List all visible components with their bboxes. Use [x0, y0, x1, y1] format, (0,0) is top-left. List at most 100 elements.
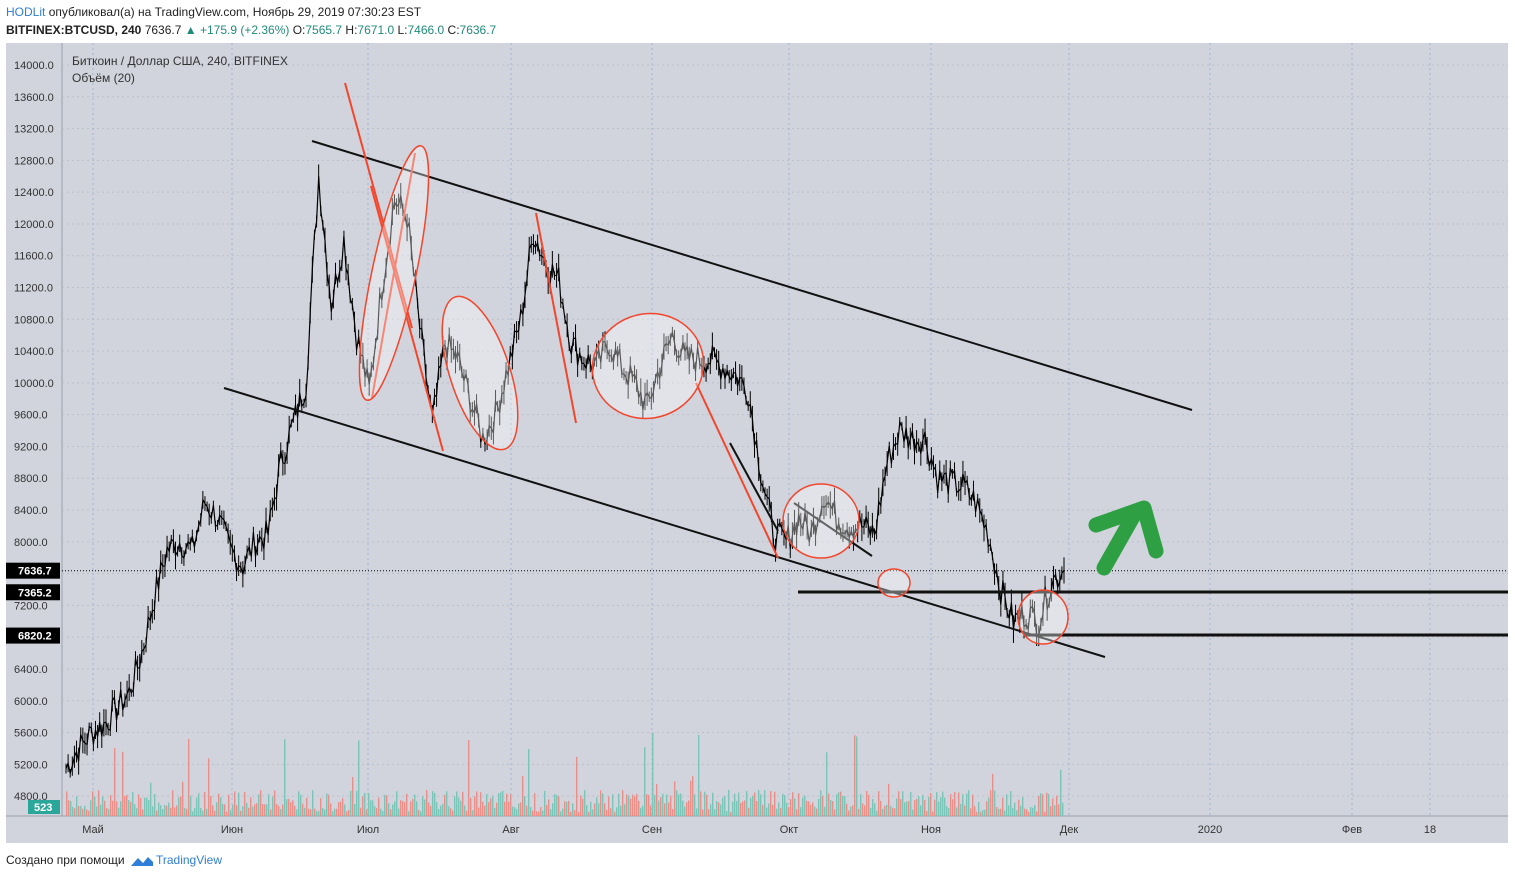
volume-bar: [444, 794, 446, 816]
volume-bar: [98, 790, 100, 816]
volume-bar: [892, 807, 894, 816]
volume-bar: [230, 810, 232, 816]
volume-bar: [302, 803, 304, 816]
volume-bar: [792, 792, 794, 816]
volume-bar: [762, 804, 764, 816]
volume-bar: [908, 801, 910, 816]
volume-bar: [648, 794, 650, 816]
volume-bar: [214, 810, 216, 816]
volume-bar: [452, 810, 454, 816]
trend-segment: [793, 502, 873, 557]
volume-bar: [822, 796, 824, 816]
volume-bar: [758, 790, 760, 816]
volume-bar: [200, 808, 202, 816]
volume-bar: [842, 796, 844, 816]
volume-bar: [396, 791, 398, 816]
volume-bar: [336, 808, 338, 816]
volume-bar: [260, 790, 262, 816]
volume-bar: [154, 794, 156, 816]
volume-bar: [148, 800, 150, 816]
volume-bar: [232, 804, 234, 816]
volume-bar: [888, 783, 890, 816]
x-tick-label: Сен: [642, 824, 662, 836]
volume-bar: [140, 797, 142, 816]
chart-container[interactable]: 4800.05200.05600.06000.06400.06800.07200…: [6, 43, 1508, 843]
volume-bar: [720, 804, 722, 816]
volume-bar: [850, 806, 852, 816]
volume-bar: [578, 811, 580, 816]
volume-bar: [628, 795, 630, 816]
volume-bar: [66, 791, 68, 816]
volume-bar: [546, 804, 548, 816]
volume-bar: [118, 807, 120, 816]
volume-bar: [474, 796, 476, 816]
volume-bar: [132, 791, 134, 816]
volume-bar: [692, 776, 694, 816]
volume-bar: [946, 806, 948, 816]
volume-bar: [122, 751, 124, 816]
volume-bar: [366, 809, 368, 816]
low-label: L:: [397, 23, 408, 37]
volume-bar: [358, 740, 360, 816]
volume-bar: [920, 805, 922, 816]
price-chart[interactable]: 4800.05200.05600.06000.06400.06800.07200…: [6, 43, 1508, 843]
volume-bar: [772, 804, 774, 816]
volume-bar: [160, 805, 162, 816]
volume-bar: [1026, 809, 1028, 816]
volume-bar: [492, 796, 494, 816]
volume-bar: [142, 809, 144, 816]
volume-bar: [702, 809, 704, 816]
volume-bar: [730, 811, 732, 816]
volume-bar: [350, 790, 352, 816]
volume-bar: [382, 810, 384, 816]
volume-bar: [102, 796, 104, 816]
volume-bar: [544, 790, 546, 816]
highlight-ellipse: [1017, 589, 1069, 645]
volume-bar: [436, 801, 438, 816]
volume-bar: [716, 800, 718, 816]
volume-bar: [218, 793, 220, 816]
volume-bar: [856, 736, 858, 816]
volume-bar: [376, 808, 378, 816]
volume-bar: [186, 808, 188, 816]
highlight-ellipse: [782, 483, 860, 559]
volume-bar: [174, 807, 176, 816]
volume-bar: [618, 793, 620, 816]
volume-bar: [804, 795, 806, 816]
volume-bar: [106, 807, 108, 816]
volume-bar: [774, 791, 776, 816]
volume-bar: [392, 804, 394, 816]
volume-bar: [534, 793, 536, 816]
volume-bar: [400, 800, 402, 816]
volume-bar: [778, 802, 780, 816]
volume-bar: [706, 794, 708, 816]
y-tick-label: 5600.0: [14, 728, 48, 740]
volume-indicator-label: Объём (20): [72, 71, 135, 85]
volume-bar: [516, 809, 518, 816]
time-axis[interactable]: [6, 816, 1508, 843]
volume-bar: [388, 803, 390, 816]
volume-bar: [606, 809, 608, 816]
volume-bar: [450, 808, 452, 816]
volume-bar: [180, 796, 182, 816]
volume-bar: [126, 795, 128, 816]
price-axis[interactable]: 4800.05200.05600.06000.06400.06800.07200…: [14, 60, 54, 803]
y-tick-label: 11600.0: [14, 251, 53, 263]
volume-bar: [998, 808, 1000, 816]
volume-bar: [932, 811, 934, 816]
volume-bar: [902, 791, 904, 816]
volume-bar: [136, 808, 138, 816]
volume-bar: [630, 798, 632, 816]
volume-bar: [278, 805, 280, 816]
author-link[interactable]: HODLit: [6, 5, 46, 19]
volume-bar: [208, 758, 210, 816]
x-tick-label: Окт: [780, 824, 799, 836]
volume-bar: [360, 807, 362, 816]
volume-bar: [524, 796, 526, 816]
volume-bar: [600, 790, 602, 816]
volume-bar: [114, 748, 116, 816]
volume-bar: [314, 808, 316, 816]
open-label: O:: [292, 23, 306, 37]
y-tick-label: 14000.0: [14, 60, 54, 72]
tradingview-link[interactable]: TradingView: [155, 853, 223, 867]
